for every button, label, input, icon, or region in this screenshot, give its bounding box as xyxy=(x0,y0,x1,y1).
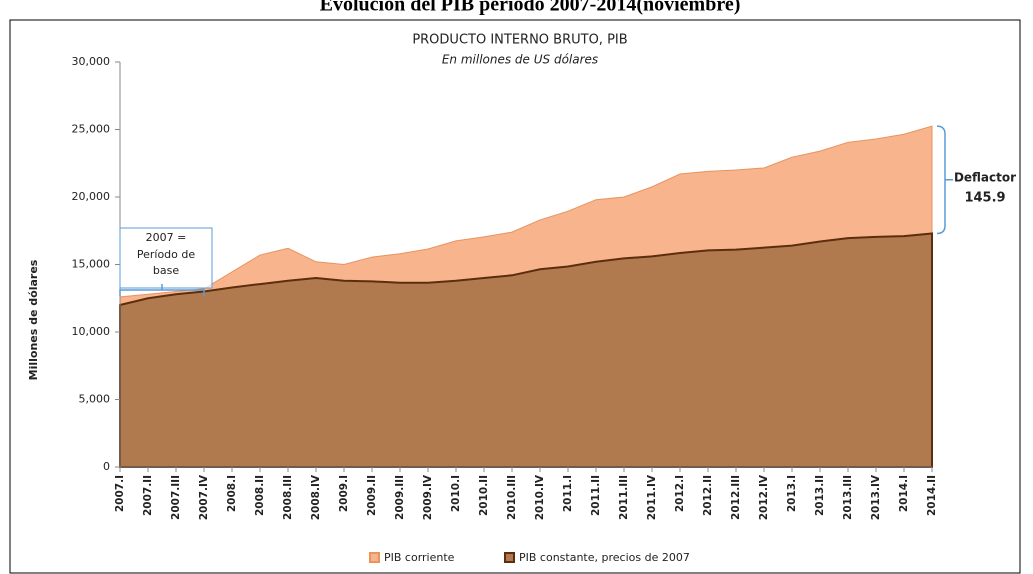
annotation: Período de xyxy=(137,248,196,261)
x-tick-label: 2008.III xyxy=(282,475,294,520)
legend-swatch xyxy=(504,552,515,563)
x-tick-label: 2008.I xyxy=(226,475,238,512)
x-tick-label: 2011.I xyxy=(562,475,574,512)
y-tick-label: 0 xyxy=(103,460,110,473)
x-tick-label: 2011.II xyxy=(590,475,602,516)
x-tick-label: 2007.I xyxy=(114,475,126,512)
y-axis-label: Millones de dólares xyxy=(27,259,40,380)
area xyxy=(119,232,933,468)
x-tick-label: 2013.I xyxy=(786,475,798,512)
x-tick-label: 2013.II xyxy=(814,475,826,516)
x-tick-label: 2012.I xyxy=(674,475,686,512)
annotation: base xyxy=(153,264,179,277)
annotation: 145.9 xyxy=(964,190,1005,205)
x-tick-label: 2008.IV xyxy=(310,474,322,520)
x-tick-label: 2007.II xyxy=(142,475,154,516)
x-tick-label: 2012.II xyxy=(702,475,714,516)
x-tick-label: 2007.IV xyxy=(198,474,210,520)
x-tick-label: 2010.IV xyxy=(534,474,546,520)
annotation: Deflactor xyxy=(954,170,1016,184)
y-tick-label: 5,000 xyxy=(79,393,111,406)
legend-swatch xyxy=(369,552,380,563)
y-tick-label: 25,000 xyxy=(72,123,111,136)
x-tick-label: 2009.I xyxy=(338,475,350,512)
page-title: Evolución del PIB periodo 2007-2014(novi… xyxy=(320,0,741,16)
legend-label: PIB corriente xyxy=(384,551,455,564)
chart-subtitle: En millones de US dólares xyxy=(442,53,598,67)
x-tick-label: 2014.I xyxy=(898,475,910,512)
x-tick-label: 2012.III xyxy=(730,475,742,520)
annotation: 2007 = xyxy=(146,231,187,244)
deflactor-bracket xyxy=(936,125,953,235)
y-tick-label: 15,000 xyxy=(72,258,111,271)
y-tick-label: 20,000 xyxy=(72,190,111,203)
annotation-box xyxy=(119,227,213,289)
chart-title: PRODUCTO INTERNO BRUTO, PIB xyxy=(412,33,627,48)
x-tick-label: 2009.II xyxy=(366,475,378,516)
y-tick-label: 10,000 xyxy=(72,325,111,338)
annotation-bracket xyxy=(119,284,205,296)
x-tick-label: 2011.III xyxy=(618,475,630,520)
x-tick-label: 2008.II xyxy=(254,475,266,516)
x-tick-label: 2012.IV xyxy=(758,474,770,520)
x-tick-label: 2009.III xyxy=(394,475,406,520)
x-tick-label: 2013.IV xyxy=(870,474,882,520)
legend-label: PIB constante, precios de 2007 xyxy=(519,551,690,564)
x-tick-label: 2010.III xyxy=(506,475,518,520)
x-tick-label: 2014.II xyxy=(926,475,938,516)
x-tick-label: 2013.III xyxy=(842,475,854,520)
x-tick-label: 2007.III xyxy=(170,475,182,520)
x-tick-label: 2010.I xyxy=(450,475,462,512)
x-tick-label: 2009.IV xyxy=(422,474,434,520)
x-tick-label: 2010.II xyxy=(478,475,490,516)
y-tick-label: 30,000 xyxy=(72,55,111,68)
x-tick-label: 2011.IV xyxy=(646,474,658,520)
